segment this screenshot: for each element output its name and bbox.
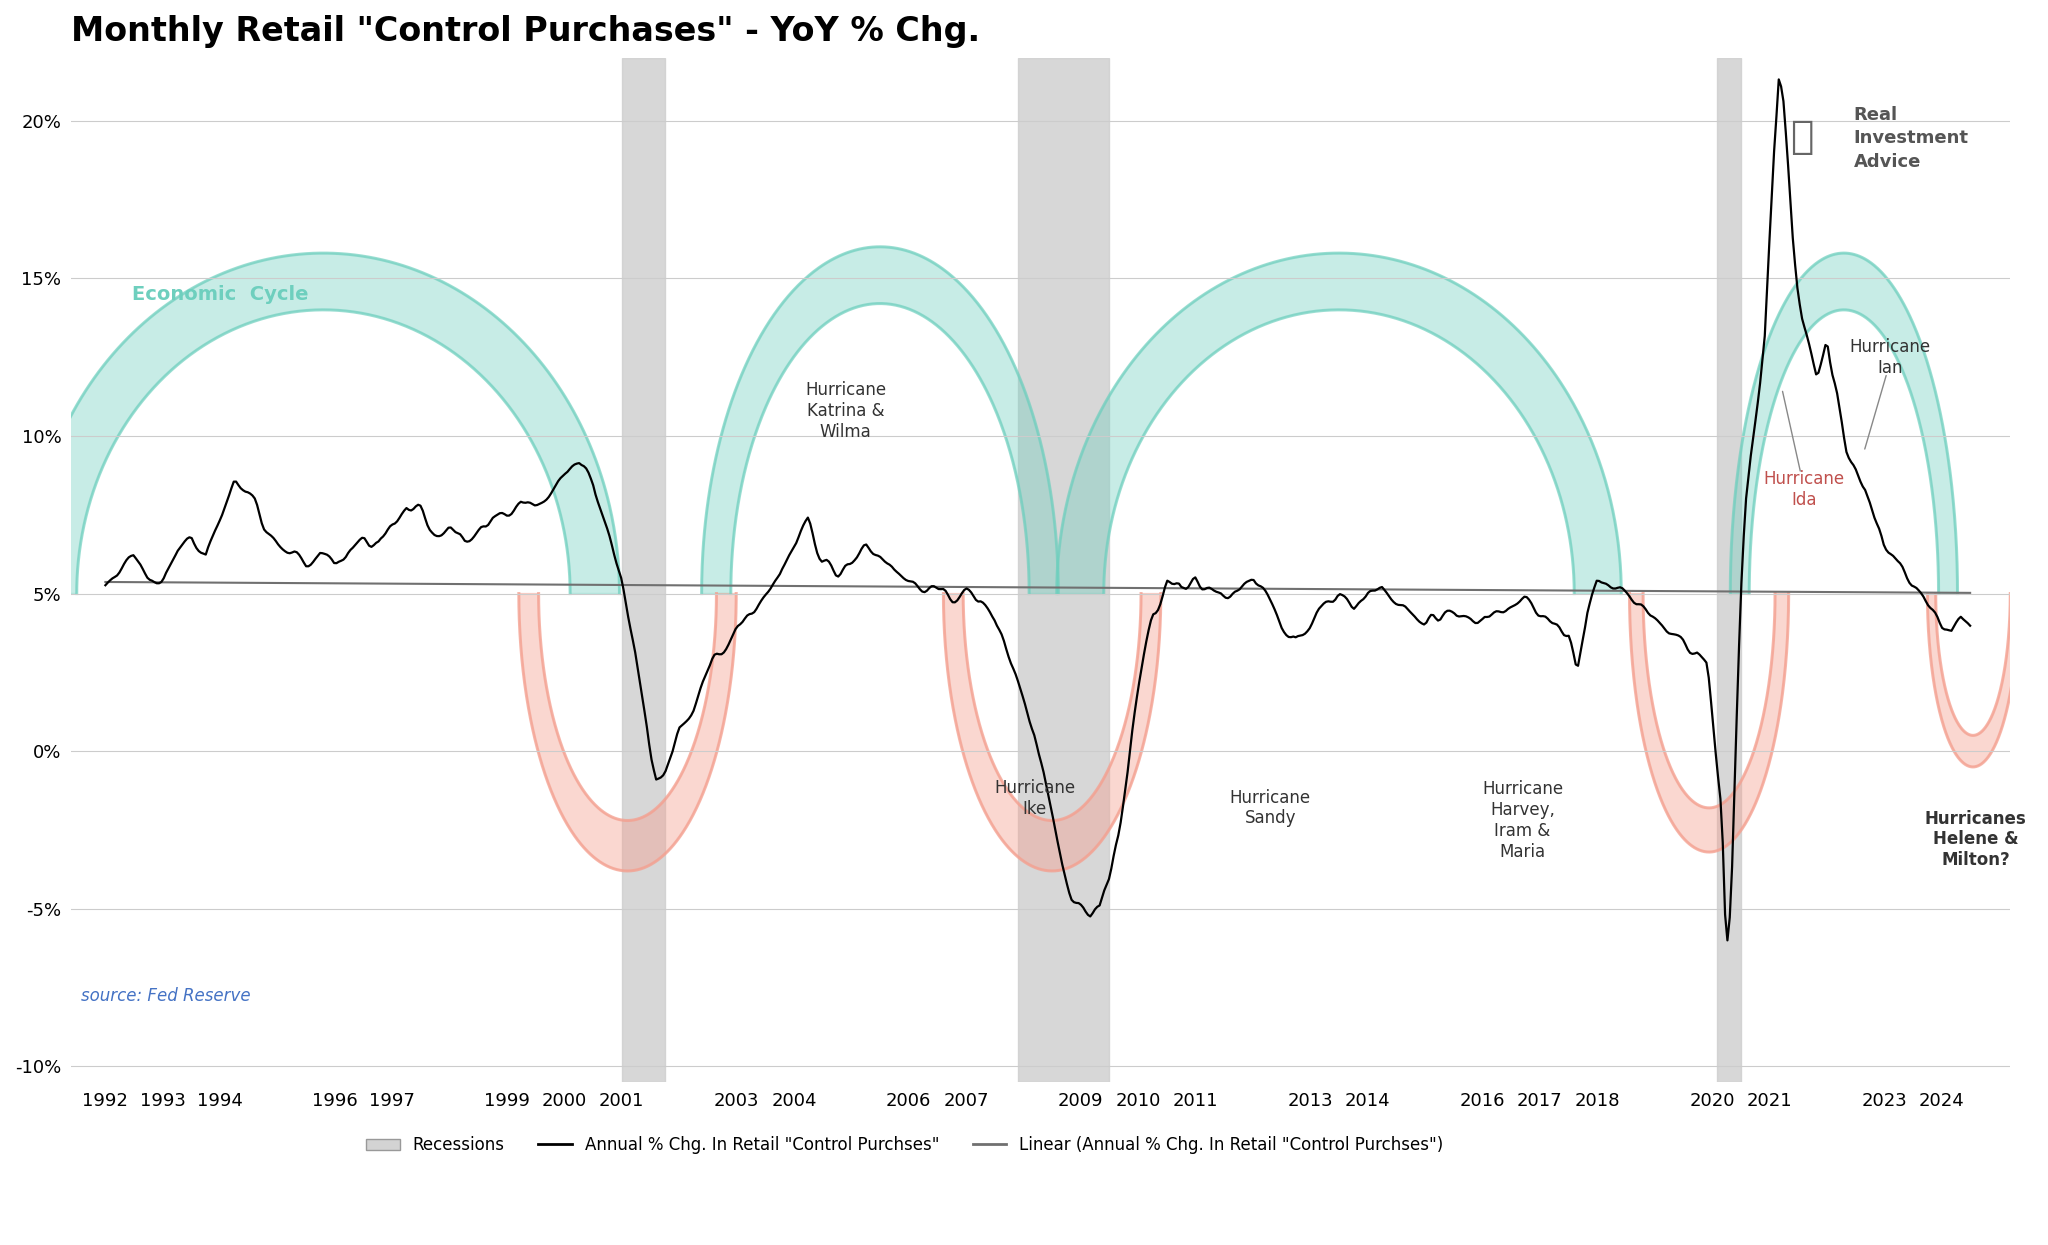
Text: source: Fed Reserve: source: Fed Reserve (80, 987, 250, 1005)
Bar (1716, 57, 1741, 1082)
Text: Hurricane
Ike: Hurricane Ike (995, 779, 1075, 818)
Text: Hurricane
Sandy: Hurricane Sandy (1229, 788, 1311, 827)
Polygon shape (702, 247, 1059, 594)
Text: Hurricanes
Helene &
Milton?: Hurricanes Helene & Milton? (1925, 809, 2028, 869)
Text: Hurricane
Ian: Hurricane Ian (1849, 337, 1931, 376)
Bar (623, 57, 666, 1082)
Text: Real
Investment
Advice: Real Investment Advice (1853, 106, 1968, 171)
Polygon shape (1731, 253, 1958, 594)
Polygon shape (1927, 594, 2019, 767)
Polygon shape (27, 253, 618, 594)
Polygon shape (1630, 594, 1788, 852)
Legend: Recessions, Annual % Chg. In Retail "Control Purchses", Linear (Annual % Chg. In: Recessions, Annual % Chg. In Retail "Con… (360, 1129, 1450, 1160)
Polygon shape (1057, 253, 1622, 594)
Polygon shape (944, 594, 1161, 872)
Bar (1018, 57, 1110, 1082)
Polygon shape (518, 594, 735, 872)
Text: Hurricane
Ida: Hurricane Ida (1763, 471, 1845, 509)
Text: Monthly Retail "Control Purchases" - YoY % Chg.: Monthly Retail "Control Purchases" - YoY… (72, 15, 981, 49)
Text: Hurricane
Katrina &
Wilma: Hurricane Katrina & Wilma (805, 381, 887, 441)
Text: Hurricane
Harvey,
Iram &
Maria: Hurricane Harvey, Iram & Maria (1483, 781, 1563, 860)
Text: Economic  Cycle: Economic Cycle (131, 285, 309, 304)
Text: 🦅: 🦅 (1790, 118, 1815, 156)
